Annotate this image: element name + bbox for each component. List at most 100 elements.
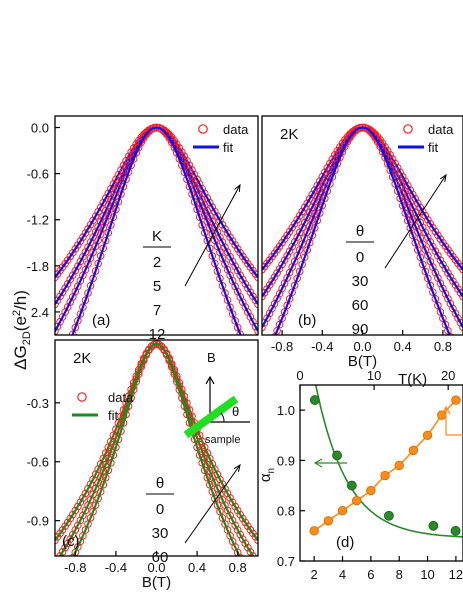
data-point: [459, 265, 463, 274]
data-point: [288, 288, 296, 296]
x-tick-label: 0.8: [434, 339, 452, 354]
data-point: [109, 180, 118, 188]
temperature-label: 2K: [73, 350, 91, 367]
angle-point: [422, 430, 433, 440]
data-point: [223, 229, 232, 237]
data-point: [263, 285, 271, 293]
data-point: [195, 180, 204, 188]
data-point: [74, 262, 82, 271]
data-point: [431, 247, 440, 256]
x-bottom-tick-label: 4: [339, 567, 346, 582]
data-point: [263, 314, 271, 322]
fit-line: [274, 126, 451, 335]
data-point: [76, 498, 85, 507]
legend-data-label: data: [108, 390, 134, 405]
data-point: [305, 222, 314, 230]
data-point: [247, 356, 254, 363]
data-point: [300, 203, 309, 212]
panel-label: (a): [92, 312, 110, 329]
data-point: [285, 247, 294, 256]
data-point: [262, 318, 269, 327]
data-point: [66, 514, 75, 523]
data-point: [55, 296, 62, 305]
data-point: [86, 514, 95, 522]
x-top-axis-label: T(K): [398, 371, 427, 388]
data-point: [84, 485, 92, 493]
data-point: [89, 507, 97, 516]
data-point: [441, 320, 450, 329]
parameter-value: 0: [156, 501, 164, 518]
data-point: [66, 535, 75, 543]
data-point: [76, 257, 85, 266]
data-point: [86, 220, 95, 229]
data-point: [244, 543, 252, 552]
y-tick-label: 0.0: [31, 121, 49, 136]
data-point: [195, 198, 204, 207]
data-point: [371, 133, 379, 142]
data-point: [127, 161, 135, 170]
data-point: [280, 256, 289, 264]
data-point: [441, 264, 450, 273]
data-point: [434, 301, 442, 310]
trend-arrowhead: [233, 463, 241, 472]
x-top-tick-label: 20: [441, 368, 455, 383]
x-tick-label: 0.4: [188, 560, 206, 575]
data-point: [213, 501, 222, 509]
x-bottom-tick-label: 6: [367, 567, 374, 582]
plot-frame: [299, 384, 463, 562]
data-point: [293, 274, 301, 283]
data-point: [238, 535, 247, 543]
data-point: [68, 530, 77, 539]
data-point: [290, 238, 299, 246]
data-point: [251, 296, 258, 305]
sample-label: sample: [205, 434, 240, 446]
data-point: [79, 494, 87, 502]
series-90: [271, 123, 459, 352]
data-point: [447, 333, 454, 335]
data-point: [247, 574, 254, 581]
legend-fit-label: fit: [428, 140, 439, 155]
data-point: [211, 494, 219, 503]
data-point: [275, 320, 284, 329]
data-point: [431, 227, 440, 236]
data-point: [223, 296, 232, 304]
panel-c: -0.3 -0.6 -0.9 -0.8 -0.4 0.0 0.4 0.8 B(T) (c) 2K da…: [27, 339, 259, 591]
x-tick-label: -0.8: [64, 560, 86, 575]
data-point: [203, 194, 212, 202]
y-tick-label: 0.9: [277, 453, 295, 468]
data-point: [452, 345, 459, 352]
data-point: [268, 277, 276, 285]
data-point: [205, 224, 214, 232]
x-tick-label: -0.8: [271, 339, 293, 354]
data-point: [58, 288, 67, 297]
data-point: [236, 553, 244, 556]
panel-label: (d): [336, 534, 354, 551]
parameter-value: 90: [352, 321, 369, 338]
series-angle: [309, 395, 461, 536]
data-point: [363, 125, 372, 133]
data-point: [244, 284, 252, 292]
data-point: [233, 526, 242, 534]
data-point: [216, 216, 224, 225]
x-top-tick-label: 0: [296, 368, 303, 383]
data-point: [57, 579, 64, 586]
plot-area: [262, 123, 463, 352]
legend-data-symbol: [77, 392, 87, 402]
data-point: [249, 292, 257, 301]
data-point: [226, 233, 234, 241]
x-bottom-tick-label: 2: [311, 567, 318, 582]
x-tick-label: -0.4: [105, 560, 127, 575]
data-point: [416, 203, 425, 212]
data-point: [79, 233, 87, 241]
data-point: [421, 211, 430, 220]
data-point: [54, 557, 61, 564]
data-point: [236, 510, 245, 519]
data-point: [233, 245, 242, 253]
data-point: [333, 159, 342, 168]
data-point: [228, 257, 237, 266]
data-point: [68, 271, 77, 280]
parameter-value: 5: [153, 278, 161, 295]
data-point: [208, 487, 217, 496]
data-point: [94, 236, 102, 245]
